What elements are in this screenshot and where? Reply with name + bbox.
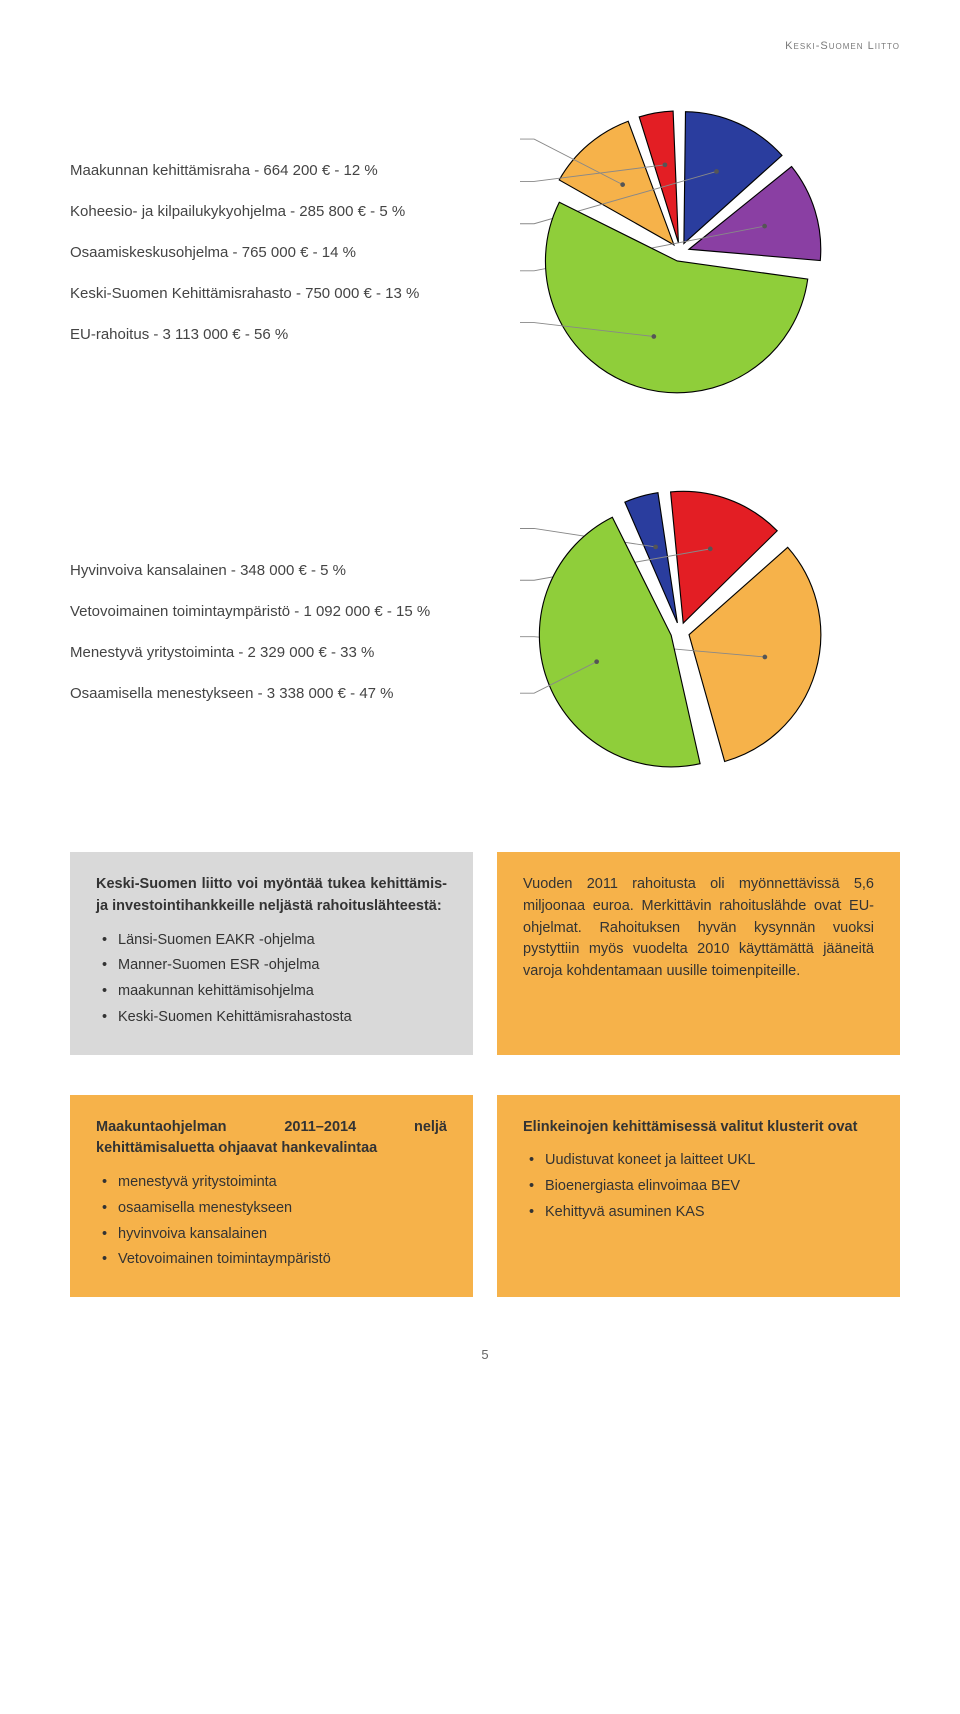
list-item: Länsi-Suomen EAKR -ohjelma <box>100 930 447 952</box>
list-item: maakunnan kehittämisohjelma <box>100 981 447 1003</box>
chart2-label-1: Vetovoimainen toimintaympäristö - 1 092 … <box>70 603 500 620</box>
chart1-label-0: Maakunnan kehittämisraha - 664 200 € - 1… <box>70 162 500 179</box>
list-item: Keski-Suomen Kehittämisrahastosta <box>100 1007 447 1029</box>
chart-1-labels: Maakunnan kehittämisraha - 664 200 € - 1… <box>70 162 500 343</box>
chart1-label-4: EU-rahoitus - 3 113 000 € - 56 % <box>70 326 500 343</box>
chart2-label-2: Menestyvä yritystoiminta - 2 329 000 € -… <box>70 644 500 661</box>
chart1-label-1: Koheesio- ja kilpailukykyohjelma - 285 8… <box>70 203 500 220</box>
box-gray-list: Länsi-Suomen EAKR -ohjelma Manner-Suomen… <box>96 930 447 1029</box>
box-orange-left-list: menestyvä yritystoiminta osaamisella men… <box>96 1172 447 1271</box>
list-item: Bioenergiasta elinvoimaa BEV <box>527 1176 874 1198</box>
chart1-label-3: Keski-Suomen Kehittämisrahasto - 750 000… <box>70 285 500 302</box>
chart-2-labels: Hyvinvoiva kansalainen - 348 000 € - 5 %… <box>70 562 500 702</box>
list-item: Manner-Suomen ESR -ohjelma <box>100 955 447 977</box>
chart-1-block: Maakunnan kehittämisraha - 664 200 € - 1… <box>70 92 900 412</box>
list-item: Uudistuvat koneet ja laitteet UKL <box>527 1150 874 1172</box>
chart-1-pie <box>520 92 840 412</box>
info-row-1: Keski-Suomen liitto voi myöntää tukea ke… <box>70 852 900 1055</box>
chart-2-block: Hyvinvoiva kansalainen - 348 000 € - 5 %… <box>70 472 900 792</box>
chart2-label-3: Osaamisella menestykseen - 3 338 000 € -… <box>70 685 500 702</box>
box-orange-top: Vuoden 2011 rahoitusta oli myönnettäviss… <box>497 852 900 1055</box>
box-orange-left: Maakuntaohjelman 2011–2014 neljä kehittä… <box>70 1095 473 1298</box>
list-item: hyvinvoiva kansalainen <box>100 1224 447 1246</box>
list-item: Vetovoimainen toimintaympäristö <box>100 1249 447 1271</box>
page-number: 5 <box>70 1347 900 1362</box>
box-gray-lead: Keski-Suomen liitto voi myöntää tukea ke… <box>96 874 447 918</box>
box-gray: Keski-Suomen liitto voi myöntää tukea ke… <box>70 852 473 1055</box>
list-item: Kehittyvä asuminen KAS <box>527 1202 874 1224</box>
box-orange-right-lead: Elinkeinojen kehittämisessä valitut klus… <box>523 1117 874 1139</box>
page-header: Keski-Suomen Liitto <box>70 40 900 52</box>
box-orange-left-lead: Maakuntaohjelman 2011–2014 neljä kehittä… <box>96 1117 447 1161</box>
list-item: menestyvä yritystoiminta <box>100 1172 447 1194</box>
box-orange-right-list: Uudistuvat koneet ja laitteet UKL Bioene… <box>523 1150 874 1223</box>
box-orange-right: Elinkeinojen kehittämisessä valitut klus… <box>497 1095 900 1298</box>
chart1-label-2: Osaamiskeskusohjelma - 765 000 € - 14 % <box>70 244 500 261</box>
box-orange-top-text: Vuoden 2011 rahoitusta oli myönnettäviss… <box>523 874 874 983</box>
info-row-2: Maakuntaohjelman 2011–2014 neljä kehittä… <box>70 1095 900 1298</box>
list-item: osaamisella menestykseen <box>100 1198 447 1220</box>
chart2-label-0: Hyvinvoiva kansalainen - 348 000 € - 5 % <box>70 562 500 579</box>
chart-2-pie <box>520 472 840 792</box>
